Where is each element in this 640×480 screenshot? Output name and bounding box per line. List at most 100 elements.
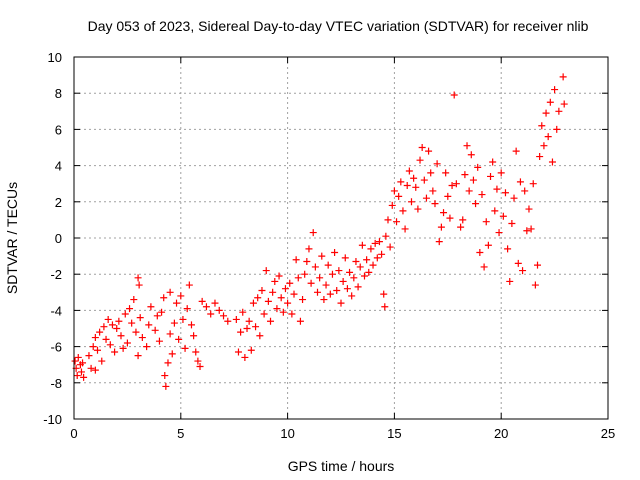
data-point (173, 299, 181, 307)
data-point (341, 254, 349, 262)
y-tick-label: 8 (55, 86, 62, 101)
data-point (360, 272, 368, 280)
data-point (343, 285, 351, 293)
data-point (378, 250, 386, 258)
data-point (194, 357, 202, 365)
data-point (429, 187, 437, 195)
y-tick-label: 6 (55, 122, 62, 137)
data-point (356, 263, 364, 271)
data-point (371, 239, 379, 247)
data-point (93, 346, 101, 354)
data-point (499, 212, 507, 220)
data-point (410, 174, 418, 182)
data-point (135, 281, 143, 289)
data-point (85, 352, 93, 360)
y-tick-label: 4 (55, 159, 62, 174)
data-point (215, 306, 223, 314)
data-point (534, 261, 542, 269)
data-point (501, 189, 509, 197)
data-point (540, 142, 548, 150)
data-point (117, 332, 125, 340)
data-point (286, 279, 294, 287)
data-point (542, 109, 550, 117)
data-point (307, 279, 315, 287)
data-point (277, 294, 285, 302)
data-point (121, 310, 129, 318)
data-point (512, 147, 520, 155)
data-point (399, 207, 407, 215)
data-point (422, 194, 430, 202)
data-point (482, 218, 490, 226)
data-point (478, 191, 486, 199)
data-point (412, 183, 420, 191)
data-point (480, 263, 488, 271)
data-point (497, 169, 505, 177)
data-point (437, 223, 445, 231)
data-point (271, 277, 279, 285)
data-point (237, 328, 245, 336)
data-point (128, 319, 136, 327)
data-point (324, 261, 332, 269)
data-point (369, 261, 377, 269)
data-point (401, 225, 409, 233)
data-point (211, 299, 219, 307)
data-point (138, 334, 146, 342)
data-point (104, 315, 112, 323)
data-point (267, 317, 275, 325)
x-tick-label: 25 (601, 426, 615, 441)
data-point (100, 323, 108, 331)
data-point (318, 252, 326, 260)
data-point (292, 256, 300, 264)
data-point (281, 285, 289, 293)
data-point (243, 325, 251, 332)
data-point (262, 267, 270, 275)
data-point (73, 372, 81, 380)
data-point (80, 373, 88, 381)
data-point (220, 312, 228, 320)
data-point (224, 317, 232, 325)
data-point (192, 348, 200, 356)
data-point (525, 205, 533, 213)
data-point (373, 254, 381, 262)
data-point (305, 245, 313, 253)
data-point (296, 317, 304, 325)
data-point (465, 187, 473, 195)
data-point (461, 171, 469, 179)
data-point (288, 310, 296, 318)
data-point (390, 187, 398, 195)
data-point (487, 172, 495, 180)
data-point (102, 335, 110, 343)
data-point (155, 337, 163, 345)
data-point (442, 169, 450, 177)
data-point (158, 308, 166, 316)
data-point (290, 290, 298, 298)
data-point (493, 185, 501, 193)
data-point (527, 225, 535, 233)
data-point (87, 364, 95, 372)
data-point (553, 125, 561, 133)
data-point (326, 290, 334, 298)
data-point (560, 100, 568, 108)
y-tick-label: -2 (50, 267, 62, 282)
data-point (529, 180, 537, 188)
data-point (440, 209, 448, 217)
data-point (519, 267, 527, 275)
data-point (207, 310, 215, 318)
data-point (151, 326, 159, 334)
y-tick-label: -6 (50, 340, 62, 355)
data-point (431, 200, 439, 208)
data-point (294, 274, 302, 282)
data-point (516, 178, 524, 186)
data-point (136, 314, 144, 322)
data-point (166, 330, 174, 338)
data-point (153, 312, 161, 320)
data-point (350, 274, 358, 282)
data-point (467, 151, 475, 159)
data-point (448, 182, 456, 190)
data-point (397, 178, 405, 186)
data-point (98, 357, 106, 365)
data-point (363, 256, 371, 264)
data-point (433, 160, 441, 168)
data-point (381, 303, 389, 311)
x-axis-label: GPS time / hours (288, 458, 395, 474)
